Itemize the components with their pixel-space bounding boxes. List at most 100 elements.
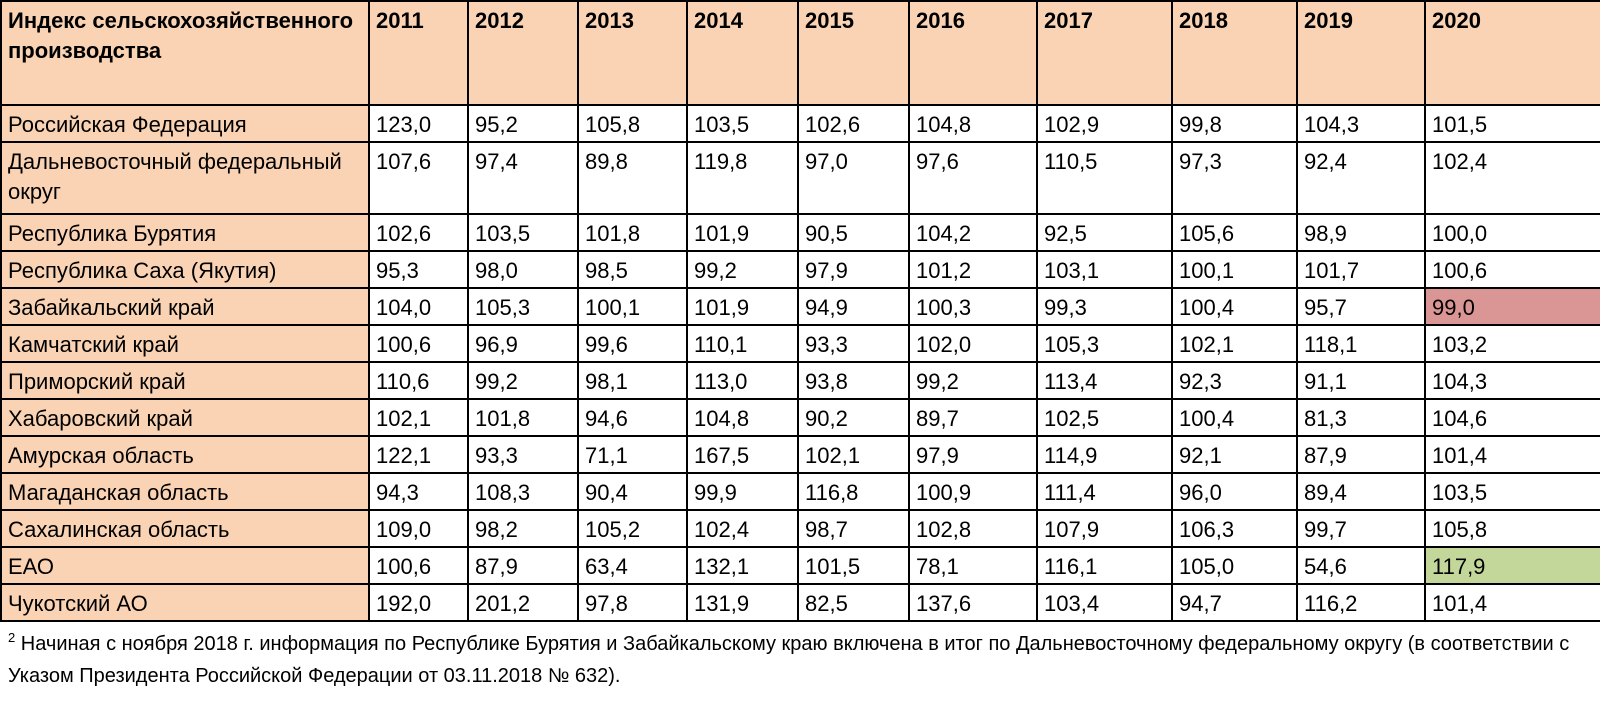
value-cell: 110,1 [686, 324, 799, 363]
value-cell: 106,3 [1171, 509, 1298, 548]
value-cell: 97,6 [908, 141, 1038, 215]
value-cell: 95,7 [1296, 287, 1426, 326]
value-cell: 99,7 [1296, 509, 1426, 548]
value-cell: 110,6 [368, 361, 469, 400]
value-cell: 87,9 [1296, 435, 1426, 474]
value-cell: 122,1 [368, 435, 469, 474]
value-cell: 107,9 [1036, 509, 1173, 548]
value-cell: 102,9 [1036, 104, 1173, 143]
value-cell: 101,8 [467, 398, 579, 437]
value-cell: 90,4 [577, 472, 688, 511]
value-cell: 95,2 [467, 104, 579, 143]
value-cell: 100,3 [908, 287, 1038, 326]
value-cell: 102,4 [686, 509, 799, 548]
value-cell: 89,4 [1296, 472, 1426, 511]
value-cell: 98,1 [577, 361, 688, 400]
region-name-cell: ЕАО [0, 546, 370, 585]
table-row: Амурская область 122,1 93,3 71,1 167,5 102,1 9… [0, 435, 1600, 474]
value-cell: 102,1 [1171, 324, 1298, 363]
value-cell: 97,8 [577, 583, 688, 622]
value-cell: 110,5 [1036, 141, 1173, 215]
region-name-cell: Забайкальский край [0, 287, 370, 326]
value-cell: 92,5 [1036, 213, 1173, 252]
value-cell: 132,1 [686, 546, 799, 585]
value-cell: 94,6 [577, 398, 688, 437]
value-cell: 101,7 [1296, 250, 1426, 289]
table-row: Сахалинская область 109,0 98,2 105,2 102,4 98… [0, 509, 1600, 548]
value-cell: 93,3 [797, 324, 910, 363]
agri-index-table: Индекс сельскохозяйственного производств… [0, 0, 1600, 622]
value-cell: 137,6 [908, 583, 1038, 622]
value-cell: 78,1 [908, 546, 1038, 585]
value-cell: 104,3 [1296, 104, 1426, 143]
value-cell: 71,1 [577, 435, 688, 474]
value-cell: 94,9 [797, 287, 910, 326]
value-cell: 103,4 [1036, 583, 1173, 622]
value-cell: 102,8 [908, 509, 1038, 548]
header-year: 2012 [467, 0, 579, 106]
value-cell: 102,6 [797, 104, 910, 143]
value-cell: 100,9 [908, 472, 1038, 511]
header-year: 2019 [1296, 0, 1426, 106]
value-cell: 104,8 [686, 398, 799, 437]
header-year: 2017 [1036, 0, 1173, 106]
value-cell: 102,6 [368, 213, 469, 252]
value-cell: 93,3 [467, 435, 579, 474]
value-cell: 96,9 [467, 324, 579, 363]
value-cell: 97,3 [1171, 141, 1298, 215]
value-cell: 105,2 [577, 509, 688, 548]
value-cell: 101,4 [1424, 583, 1600, 622]
header-year: 2014 [686, 0, 799, 106]
value-cell: 167,5 [686, 435, 799, 474]
value-cell: 93,8 [797, 361, 910, 400]
value-cell: 105,0 [1171, 546, 1298, 585]
value-cell: 100,6 [1424, 250, 1600, 289]
value-cell: 104,6 [1424, 398, 1600, 437]
value-cell: 101,8 [577, 213, 688, 252]
value-cell: 116,1 [1036, 546, 1173, 585]
header-year: 2013 [577, 0, 688, 106]
value-cell: 118,1 [1296, 324, 1426, 363]
table-row: Республика Бурятия 102,6 103,5 101,8 101,9 90… [0, 213, 1600, 252]
value-cell: 99,2 [686, 250, 799, 289]
value-cell: 89,8 [577, 141, 688, 215]
region-name-cell: Амурская область [0, 435, 370, 474]
value-cell: 100,6 [368, 546, 469, 585]
value-cell: 192,0 [368, 583, 469, 622]
table-body: Российская Федерация 123,0 95,2 105,8 103,5 1… [0, 104, 1600, 622]
value-cell: 90,2 [797, 398, 910, 437]
table-row: Дальневосточный федеральный округ 107,6 97… [0, 141, 1600, 215]
value-cell: 101,2 [908, 250, 1038, 289]
value-cell: 103,5 [686, 104, 799, 143]
table-row: Республика Саха (Якутия) 95,3 98,0 98,5 99,2… [0, 250, 1600, 289]
table-row: Забайкальский край 104,0 105,3 100,1 101,9 94… [0, 287, 1600, 326]
value-cell: 101,4 [1424, 435, 1600, 474]
value-cell: 98,9 [1296, 213, 1426, 252]
table-row: Магаданская область 94,3 108,3 90,4 99,9 116,… [0, 472, 1600, 511]
value-cell: 97,4 [467, 141, 579, 215]
value-cell: 101,5 [797, 546, 910, 585]
footnote-marker: 2 [8, 630, 16, 645]
header-year: 2018 [1171, 0, 1298, 106]
value-cell: 92,4 [1296, 141, 1426, 215]
value-cell: 105,8 [1424, 509, 1600, 548]
value-cell: 104,3 [1424, 361, 1600, 400]
value-cell: 92,3 [1171, 361, 1298, 400]
footnote-text: Начиная с ноября 2018 г. информация по Р… [8, 633, 1570, 687]
value-cell: 105,8 [577, 104, 688, 143]
header-row: Индекс сельскохозяйственного производств… [0, 0, 1600, 106]
value-cell: 109,0 [368, 509, 469, 548]
value-cell: 99,8 [1171, 104, 1298, 143]
header-year: 2015 [797, 0, 910, 106]
value-cell: 102,4 [1424, 141, 1600, 215]
value-cell: 116,2 [1296, 583, 1426, 622]
value-cell: 81,3 [1296, 398, 1426, 437]
value-cell: 107,6 [368, 141, 469, 215]
value-cell: 131,9 [686, 583, 799, 622]
value-cell: 105,3 [467, 287, 579, 326]
value-cell: 99,2 [908, 361, 1038, 400]
value-cell: 98,2 [467, 509, 579, 548]
highlighted-value-cell: 117,9 [1424, 546, 1600, 585]
value-cell: 102,5 [1036, 398, 1173, 437]
